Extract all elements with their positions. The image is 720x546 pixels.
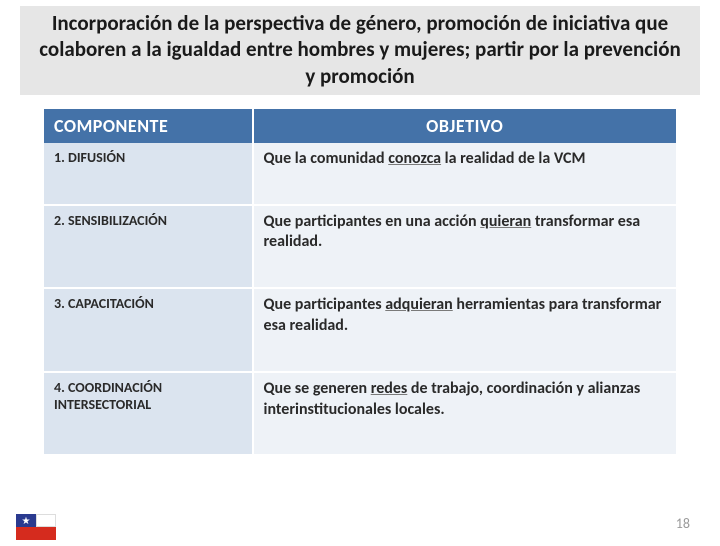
objetivo-text-pre: Que la comunidad [264,149,389,168]
header-componente: COMPONENTE [44,109,253,143]
cell-componente: 3. CAPACITACIÓN [44,288,253,372]
objetivo-text-ul: quieran [480,212,531,231]
header-objetivo: OBJETIVO [253,109,676,143]
cell-objetivo: Que participantes adquieran herramientas… [253,288,676,372]
objetivo-text-pre: Que participantes [264,295,386,314]
table-header-row: COMPONENTE OBJETIVO [44,109,676,143]
cell-componente: 2. SENSIBILIZACIÓN [44,205,253,289]
cell-objetivo: Que la comunidad conozca la realidad de … [253,143,676,205]
table-row: 1. DIFUSIÓN Que la comunidad conozca la … [44,143,676,205]
table-row: 4. COORDINACIÓN INTERSECTORIAL Que se ge… [44,372,676,456]
table-row: 2. SENSIBILIZACIÓN Que participantes en … [44,205,676,289]
flag-quadrant [16,514,36,527]
cell-objetivo: Que se generen redes de trabajo, coordin… [253,372,676,456]
flag-quadrant [36,514,56,527]
cell-componente: 1. DIFUSIÓN [44,143,253,205]
cell-componente: 4. COORDINACIÓN INTERSECTORIAL [44,372,253,456]
objetivo-text-ul: adquieran [385,295,452,314]
objetivo-text-pre: Que se generen [264,379,371,398]
page-number: 18 [676,515,690,532]
slide-title: Incorporación de la perspectiva de géner… [20,6,700,95]
components-table: COMPONENTE OBJETIVO 1. DIFUSIÓN Que la c… [44,109,676,457]
table-row: 3. CAPACITACIÓN Que participantes adquie… [44,288,676,372]
objetivo-text-pre: Que participantes en una acción [264,212,481,231]
objetivo-text-ul: conozca [388,149,441,168]
flag-quadrant [36,527,56,540]
objetivo-text-ul: redes [371,379,408,398]
chile-flag-icon [16,514,56,540]
components-table-wrap: COMPONENTE OBJETIVO 1. DIFUSIÓN Que la c… [44,109,676,457]
cell-objetivo: Que participantes en una acción quieran … [253,205,676,289]
flag-quadrant [16,527,36,540]
objetivo-text-post: la realidad de la VCM [441,149,585,168]
